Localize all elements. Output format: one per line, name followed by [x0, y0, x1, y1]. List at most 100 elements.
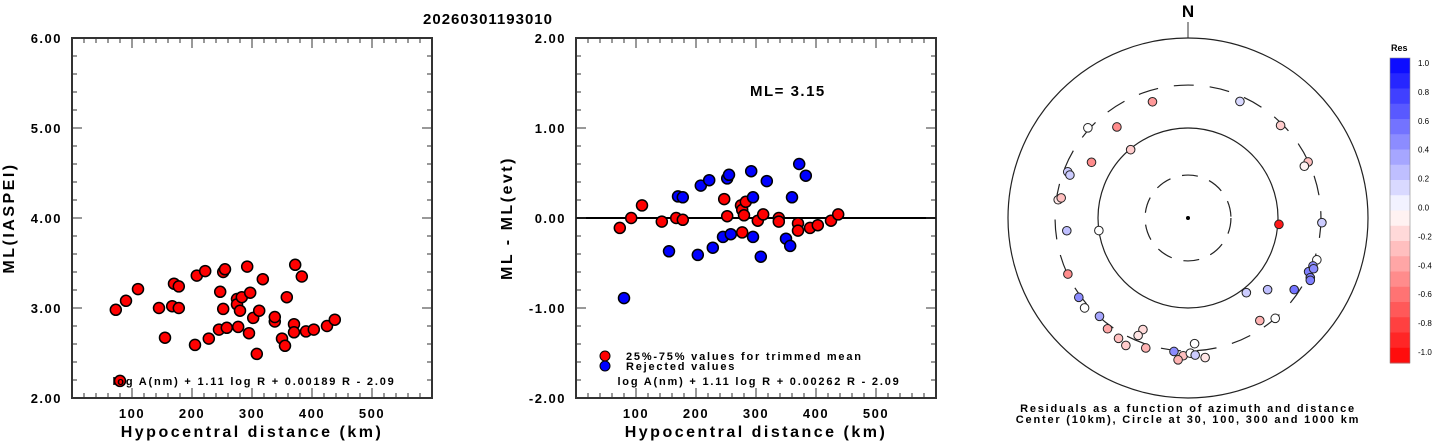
colorbar-swatch [1390, 210, 1410, 227]
station-point [1113, 333, 1124, 344]
station-point [1235, 96, 1245, 107]
data-point [746, 230, 760, 244]
data-point [662, 245, 676, 258]
data-point [109, 303, 123, 317]
ml-annotation: ML= 3.15 [750, 83, 826, 100]
data-point [158, 331, 172, 344]
station-point [1125, 144, 1136, 155]
data-point [202, 332, 216, 345]
data-point [735, 226, 749, 239]
y-axis-title: ML(IASPEI) [1, 162, 18, 273]
colorbar-swatch [1390, 256, 1410, 272]
x-tick-label: 300 [239, 406, 265, 421]
data-point [233, 304, 247, 317]
data-point [218, 263, 232, 276]
data-point [831, 208, 845, 221]
station-point [1308, 263, 1319, 274]
data-point [783, 239, 797, 253]
figure-title: 20260301193010 [423, 11, 553, 28]
colorbar-swatch [1390, 302, 1410, 318]
data-point [172, 301, 186, 315]
station-point [1094, 311, 1105, 322]
colorbar-swatch [1390, 119, 1410, 135]
y-tick-label: -1.00 [529, 301, 566, 316]
caption-line-2: Center (10km), Circle at 30, 100, 300 an… [1016, 414, 1360, 426]
station-point [1147, 96, 1158, 107]
station-point [1074, 292, 1084, 303]
station-point [1140, 343, 1151, 353]
data-point [691, 248, 705, 262]
station-point [1056, 193, 1066, 203]
data-point [220, 321, 234, 335]
axis-ticks: 100 200 300 400 500 -2.00 -1.00 0.00 1.00 2.00 [529, 31, 936, 421]
colorbar-swatch [1390, 73, 1410, 89]
station-point [1065, 170, 1075, 180]
epicenter-dot [1186, 216, 1190, 220]
colorbar-swatch [1390, 195, 1410, 211]
data-point [617, 291, 631, 305]
legend-marker-rejected [599, 360, 611, 372]
station-point [1061, 225, 1072, 236]
station-point [1086, 157, 1097, 168]
station-point [1200, 352, 1210, 363]
data-point [243, 286, 257, 299]
colorbar-swatch [1390, 88, 1410, 105]
colorbar-label: -0.4 [1418, 261, 1432, 270]
colorbar-label: 1.0 [1418, 59, 1430, 68]
station-point [1083, 123, 1093, 133]
station-point [1275, 120, 1286, 131]
station-point [1190, 350, 1200, 360]
data-point [198, 264, 212, 278]
y-tick-label: 1.00 [535, 121, 566, 136]
colorbar-swatch [1390, 317, 1410, 333]
ring-1000km [1007, 37, 1369, 399]
colorbar-swatch [1390, 332, 1410, 349]
station-point [1102, 323, 1113, 334]
colorbar-label: -0.2 [1418, 232, 1432, 241]
colorbar-swatch [1390, 149, 1410, 166]
data-point [231, 320, 245, 334]
data-point [799, 169, 813, 182]
residual-chart: 100 200 300 400 500 -2.00 -1.00 0.00 1.00 2.00 ML… [499, 31, 937, 441]
station-point [1317, 217, 1327, 228]
colorbar-swatch [1390, 347, 1410, 364]
polar-residual-chart: N Residuals as a function of azimuth and… [1007, 2, 1432, 426]
y-tick-label: 6.00 [31, 31, 62, 46]
data-point [216, 302, 230, 316]
y-tick-label: -2.00 [529, 391, 566, 406]
station-point [1270, 313, 1281, 324]
north-label: N [1182, 2, 1194, 21]
station-point [1112, 122, 1122, 132]
data-point [702, 173, 716, 187]
colorbar-label: 0.4 [1418, 146, 1430, 155]
formula-text: log A(nm) + 1.11 log R + 0.00189 R - 2.0… [112, 376, 395, 388]
station-point [1305, 275, 1316, 286]
station-point [1079, 303, 1090, 313]
colorbar-label: 0.6 [1418, 117, 1430, 126]
x-tick-label: 200 [683, 406, 709, 421]
data-point [754, 250, 768, 263]
y-tick-label: 0.00 [535, 211, 566, 226]
station-point [1063, 269, 1073, 279]
y-tick-label: 2.00 [31, 391, 62, 406]
x-tick-label: 100 [623, 406, 649, 421]
station-point [1255, 315, 1265, 326]
legend-label-rejected: Rejected values [626, 361, 736, 373]
colorbar-swatch [1390, 103, 1410, 120]
data-point [287, 326, 301, 339]
data-point [746, 191, 760, 204]
data-point [172, 280, 186, 293]
data-point [328, 313, 342, 326]
x-tick-label: 100 [119, 406, 145, 421]
data-point [635, 199, 649, 212]
x-tick-label: 500 [863, 406, 889, 421]
data-point [188, 338, 202, 352]
magnitude-chart: 100 200 300 400 500 2.00 3.00 4.00 5.00 6.00 log … [1, 31, 433, 441]
x-tick-label: 500 [359, 406, 385, 421]
colorbar-frame [1389, 57, 1411, 364]
data-point [760, 174, 774, 188]
colorbar-label: 0.8 [1418, 88, 1430, 97]
colorbar-label: 0.2 [1418, 175, 1430, 184]
colorbar-swatch [1390, 286, 1410, 303]
station-point [1173, 355, 1183, 365]
